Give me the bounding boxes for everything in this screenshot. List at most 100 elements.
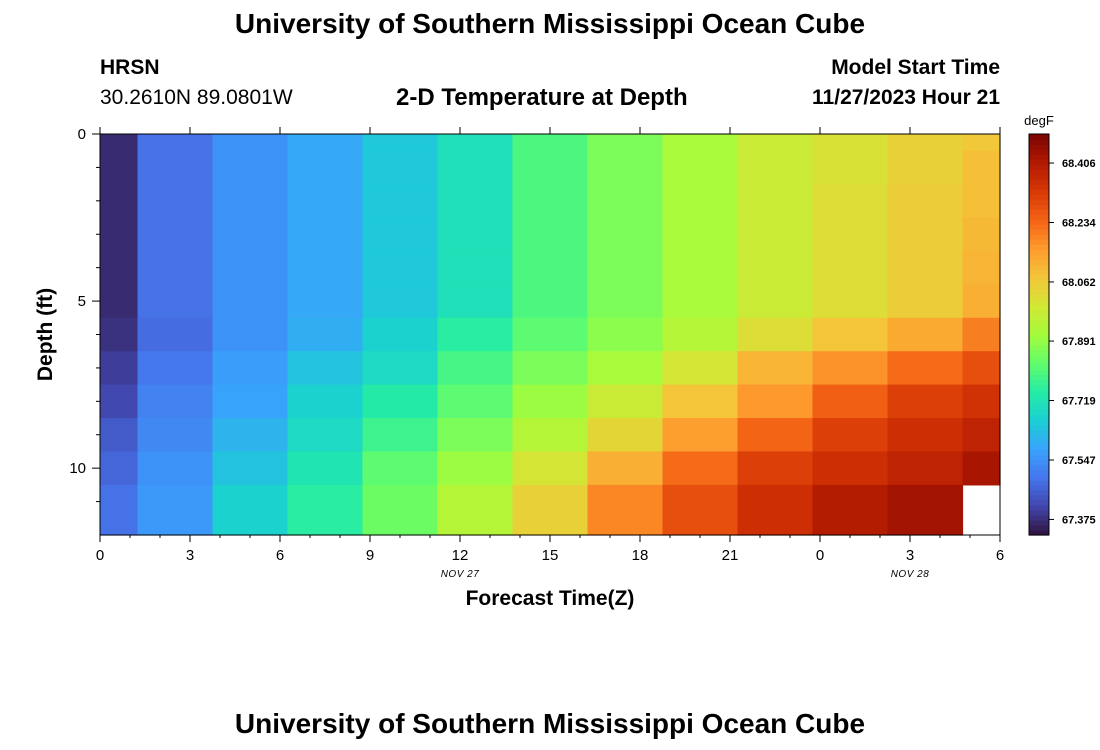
- colorbar-segment: [1029, 294, 1049, 301]
- temperature-depth-chart: 0 3 6 9 12 15 18 21 0 3 6 NOV 27 NOV 28 0 5 10 Forecast …: [34, 113, 1097, 610]
- heatmap-cell: [437, 418, 514, 453]
- heatmap-cell: [887, 284, 964, 319]
- colorbar-segment: [1029, 474, 1049, 481]
- colorbar-segment: [1029, 479, 1049, 486]
- colorbar-segment: [1029, 184, 1049, 190]
- heatmap-cell: [512, 184, 589, 219]
- colorbar-segment: [1029, 269, 1049, 275]
- heatmap-cell: [812, 150, 889, 185]
- colorbar-segment: [1029, 259, 1049, 265]
- heatmap-cell: [662, 317, 739, 352]
- x-tick-label: 6: [276, 547, 284, 564]
- colorbar-segment: [1029, 459, 1049, 466]
- colorbar-segment: [1029, 374, 1049, 381]
- heatmap-cell: [100, 317, 139, 352]
- station-name: HRSN: [100, 56, 160, 79]
- heatmap-cell: [212, 317, 289, 352]
- heatmap-cell: [662, 384, 739, 419]
- heatmap-cell: [100, 351, 139, 386]
- heatmap-cell: [737, 150, 814, 185]
- colorbar-tick-label: 67.719: [1062, 396, 1096, 408]
- colorbar-segment: [1029, 199, 1049, 205]
- heatmap-cell: [587, 484, 664, 536]
- heatmap-cell: [362, 150, 439, 185]
- colorbar-segment: [1029, 394, 1049, 401]
- colorbar-segment: [1029, 209, 1049, 215]
- heatmap-cell: [737, 384, 814, 419]
- heatmap-cell: [100, 451, 139, 486]
- colorbar-segment: [1029, 424, 1049, 431]
- chart-subtitle: 2-D Temperature at Depth: [396, 84, 688, 111]
- heatmap-cell: [287, 351, 364, 386]
- heatmap-cell: [587, 351, 664, 386]
- heatmap-cell: [662, 134, 739, 152]
- heatmap-cell: [437, 351, 514, 386]
- colorbar-segment: [1029, 339, 1049, 346]
- heatmap-cell: [137, 250, 214, 285]
- heatmap-cell: [437, 217, 514, 252]
- plot-axes: 0 3 6 9 12 15 18 21 0 3 6 NOV 27 NOV 28 0 5 10 Forecast …: [34, 126, 1004, 610]
- y-tick-label: 5: [78, 293, 86, 310]
- x-tick-label: 12: [452, 547, 469, 564]
- colorbar-segment: [1029, 434, 1049, 441]
- colorbar-segment: [1029, 169, 1049, 175]
- colorbar-tick-label: 67.375: [1062, 514, 1096, 526]
- heatmap-cell: [662, 351, 739, 386]
- heatmap-cell: [137, 351, 214, 386]
- heatmap-cell: [662, 250, 739, 285]
- heatmap-cell: [362, 351, 439, 386]
- heatmap-cell: [737, 250, 814, 285]
- heatmap-cell: [287, 384, 364, 419]
- colorbar-segment: [1029, 409, 1049, 416]
- colorbar-segment: [1029, 239, 1049, 245]
- heatmap-cell: [212, 217, 289, 252]
- heatmap-cell: [100, 134, 139, 152]
- heatmap-cell: [362, 317, 439, 352]
- heatmap-cell: [512, 451, 589, 486]
- colorbar-tick-label: 68.062: [1062, 277, 1096, 289]
- heatmap-cell: [437, 150, 514, 185]
- colorbar-segment: [1029, 359, 1049, 366]
- colorbar-segment: [1029, 399, 1049, 406]
- heatmap-cell: [812, 134, 889, 152]
- colorbar-tick-label: 67.547: [1062, 455, 1096, 467]
- heatmap-cell: [962, 184, 1001, 219]
- heatmap-cell: [287, 317, 364, 352]
- heatmap-cell: [887, 418, 964, 453]
- heatmap-cell: [512, 284, 589, 319]
- heatmap-cell: [737, 284, 814, 319]
- x-tick-label: 3: [186, 547, 194, 564]
- colorbar-tick-label: 68.234: [1062, 217, 1097, 229]
- heatmap-cell: [887, 351, 964, 386]
- heatmap-cell: [887, 250, 964, 285]
- heatmap-cell: [812, 351, 889, 386]
- colorbar-segment: [1029, 344, 1049, 351]
- colorbar-segment: [1029, 284, 1049, 290]
- heatmap-cell: [962, 317, 1001, 352]
- heatmap-cell: [212, 184, 289, 219]
- colorbar-segment: [1029, 219, 1049, 225]
- heatmap-cell: [137, 317, 214, 352]
- colorbar-segment: [1029, 449, 1049, 456]
- colorbar-unit: degF: [1024, 113, 1054, 128]
- heatmap-cell: [512, 150, 589, 185]
- page-title: University of Southern Mississippi Ocean…: [234, 8, 866, 39]
- heatmap-cell: [287, 150, 364, 185]
- heatmap-cell: [587, 451, 664, 486]
- heatmap-cell: [437, 184, 514, 219]
- heatmap-cell: [287, 217, 364, 252]
- colorbar-segment: [1029, 529, 1049, 536]
- colorbar-segment: [1029, 334, 1049, 341]
- heatmap-cell: [100, 384, 139, 419]
- heatmap-cell: [662, 451, 739, 486]
- heatmap-cell: [662, 150, 739, 185]
- heatmap-cell: [212, 134, 289, 152]
- heatmap-cell: [437, 250, 514, 285]
- heatmap-cell: [137, 284, 214, 319]
- heatmap-cell: [887, 150, 964, 185]
- colorbar-segment: [1029, 504, 1049, 511]
- heatmap-cell: [812, 484, 889, 536]
- heatmap-cell: [100, 217, 139, 252]
- colorbar-segment: [1029, 404, 1049, 411]
- heatmap-cell: [812, 284, 889, 319]
